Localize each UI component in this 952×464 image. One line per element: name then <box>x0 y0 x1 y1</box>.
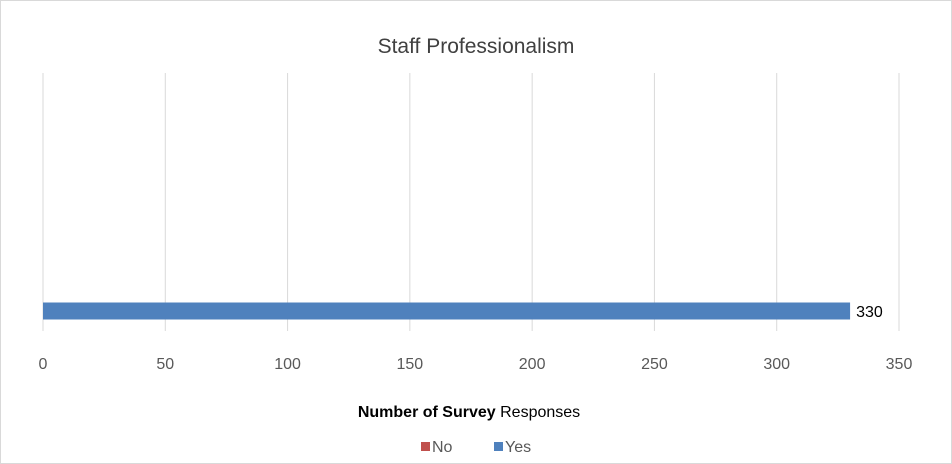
x-axis-label: Number of Survey Responses <box>358 404 580 421</box>
x-axis-label-rest: Responses <box>500 404 580 421</box>
data-label: 330 <box>856 304 883 321</box>
x-tick-label: 0 <box>39 356 48 373</box>
gridlines <box>42 73 900 331</box>
legend-swatch-no <box>421 442 430 451</box>
legend-label-no: No <box>432 439 453 456</box>
x-axis-label-bold: Number of Survey <box>358 404 496 421</box>
x-tick-label: 100 <box>274 356 301 373</box>
legend-label-yes: Yes <box>505 439 531 456</box>
chart-title: Staff Professionalism <box>378 35 575 58</box>
legend-swatch-yes <box>494 442 503 451</box>
x-tick-label: 150 <box>397 356 424 373</box>
legend: No Yes <box>421 439 531 456</box>
x-tick-label: 50 <box>156 356 174 373</box>
bars: 330 <box>43 302 883 321</box>
x-tick-label: 200 <box>519 356 546 373</box>
x-tick-label: 300 <box>763 356 790 373</box>
x-tick-label: 350 <box>886 356 913 373</box>
bar-yes <box>43 302 851 320</box>
x-axis-ticks: 0 50 100 150 200 250 300 350 <box>39 356 913 373</box>
x-tick-label: 250 <box>641 356 668 373</box>
